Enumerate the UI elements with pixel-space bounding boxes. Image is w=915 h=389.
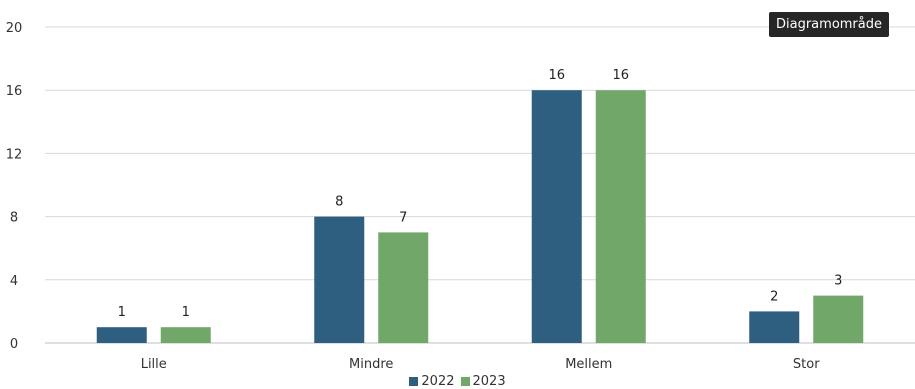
data-label: 8 bbox=[335, 195, 343, 210]
data-label: 16 bbox=[612, 68, 629, 83]
data-label: 2 bbox=[770, 289, 778, 304]
legend-label: 2023 bbox=[472, 374, 506, 389]
bar-2023-stor[interactable] bbox=[813, 295, 864, 343]
y-tick-label: 4 bbox=[10, 274, 18, 289]
x-category-label: Lille bbox=[141, 357, 167, 372]
chart-legend: 2022 2023 bbox=[0, 374, 915, 389]
bar-2022-lille[interactable] bbox=[96, 327, 147, 343]
legend-item-2023[interactable]: 2023 bbox=[460, 374, 506, 389]
y-tick-label: 16 bbox=[6, 84, 23, 99]
x-category-label: Mindre bbox=[349, 357, 393, 372]
bar-2022-mellem[interactable] bbox=[531, 90, 582, 343]
y-tick-label: 12 bbox=[6, 147, 23, 162]
y-tick-label: 20 bbox=[6, 21, 23, 36]
x-category-label: Mellem bbox=[565, 357, 612, 372]
data-label: 1 bbox=[182, 305, 190, 320]
y-tick-label: 8 bbox=[10, 211, 18, 226]
chart-area-tooltip: Diagramområde bbox=[769, 12, 889, 37]
bar-2023-lille[interactable] bbox=[160, 327, 211, 343]
bar-2023-mindre[interactable] bbox=[378, 232, 429, 343]
x-category-label: Stor bbox=[793, 357, 820, 372]
bar-2022-stor[interactable] bbox=[749, 311, 800, 343]
bar-2022-mindre[interactable] bbox=[314, 216, 365, 343]
data-label: 16 bbox=[548, 68, 565, 83]
y-tick-label: 0 bbox=[10, 337, 18, 352]
legend-label: 2022 bbox=[421, 374, 455, 389]
data-label: 7 bbox=[399, 210, 407, 225]
bar-2023-mellem[interactable] bbox=[595, 90, 646, 343]
legend-item-2022[interactable]: 2022 bbox=[409, 374, 455, 389]
legend-swatch bbox=[409, 377, 419, 386]
legend-swatch bbox=[460, 377, 470, 386]
data-label: 3 bbox=[834, 274, 842, 289]
data-label: 1 bbox=[118, 305, 126, 320]
